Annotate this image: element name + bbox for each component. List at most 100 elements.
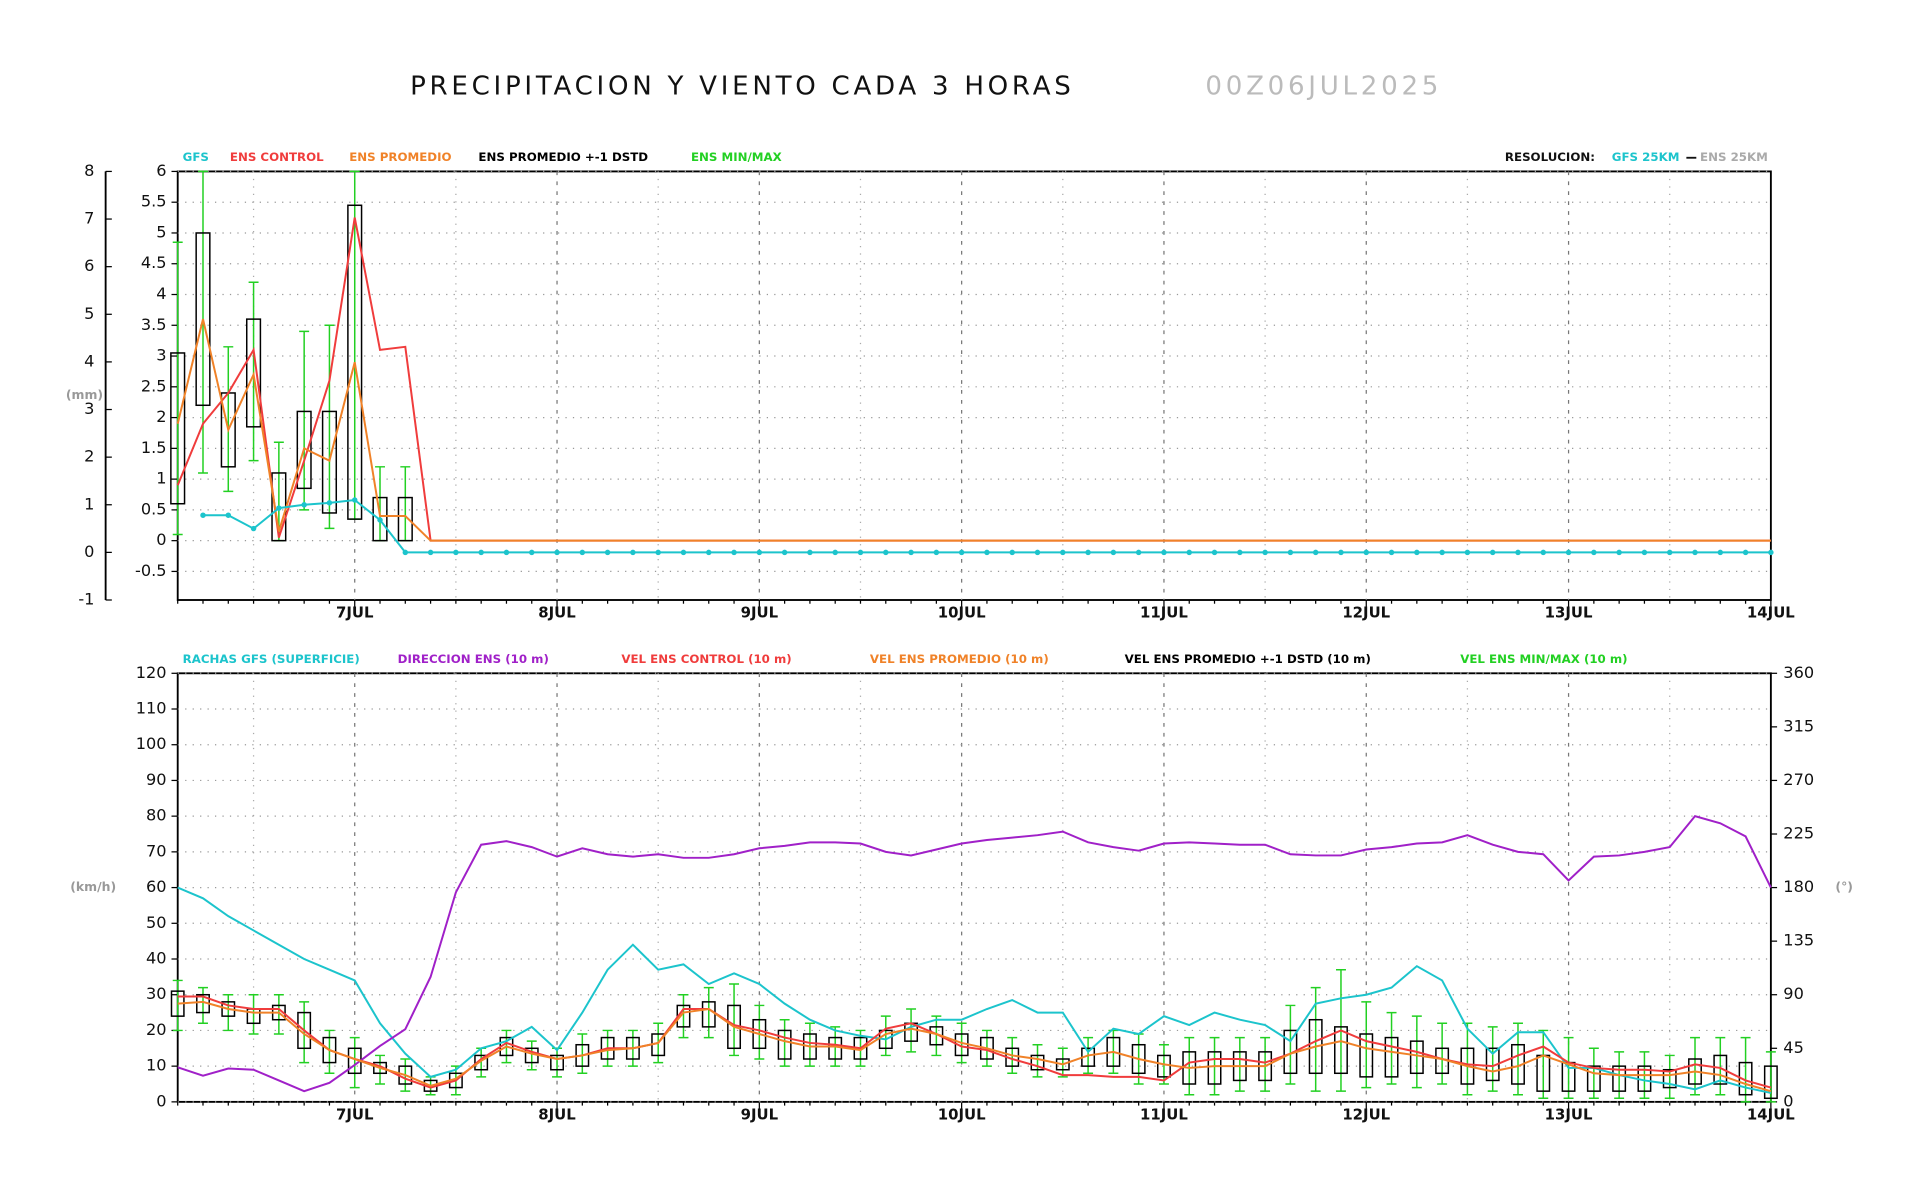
- std-box: [347, 204, 363, 520]
- series-dot: [554, 549, 560, 556]
- series-dot: [1110, 549, 1117, 556]
- std-box: [1030, 1054, 1045, 1071]
- y2-tick-label: 7: [84, 209, 94, 228]
- std-box: [1662, 1068, 1677, 1089]
- x-tick-label: 14JUL: [1747, 604, 1795, 622]
- series-dot: [351, 497, 358, 503]
- series-dot: [200, 512, 206, 518]
- legend-entry: VEL ENS MIN/MAX (10 m): [1460, 652, 1627, 666]
- series-dot: [604, 549, 611, 556]
- x-tick-label: 13JUL: [1545, 1106, 1593, 1124]
- min-max-whisker: [375, 1054, 385, 1085]
- series-dot: [680, 549, 687, 556]
- std-box: [1131, 1043, 1146, 1075]
- series-line: [177, 995, 1772, 1089]
- min-max-whisker: [1513, 1022, 1523, 1096]
- min-max-whisker: [400, 466, 411, 542]
- y-axis-label: (mm): [66, 387, 103, 402]
- series-dot: [1161, 549, 1167, 556]
- y-tick-label: 60: [146, 877, 167, 896]
- y2-tick-label: 180: [1783, 877, 1814, 896]
- series-dot: [807, 549, 813, 556]
- min-max-whisker: [729, 983, 740, 1057]
- series-dot: [402, 549, 409, 556]
- series-dot: [503, 549, 510, 556]
- std-box: [322, 1036, 337, 1064]
- std-box: [1207, 1051, 1222, 1085]
- series-dot: [301, 502, 307, 508]
- min-max-whisker: [1032, 1043, 1043, 1078]
- series-dot: [756, 549, 763, 556]
- y2-tick-label: 3: [84, 399, 94, 418]
- std-box: [1586, 1065, 1601, 1092]
- plot-frame: [176, 170, 1772, 601]
- y2-tick-label: 45: [1783, 1038, 1804, 1057]
- min-max-whisker: [223, 346, 234, 493]
- min-max-whisker: [1664, 1054, 1675, 1100]
- std-box: [297, 1011, 312, 1050]
- series-line: [176, 217, 1771, 542]
- series-dot: [984, 549, 990, 556]
- legend-entry: VEL ENS PROMEDIO +-1 DSTD (10 m): [1125, 652, 1371, 666]
- y-tick-label: 70: [146, 841, 167, 860]
- std-box: [1055, 1058, 1070, 1071]
- x-tick-label: 12JUL: [1342, 604, 1390, 622]
- min-max-whisker: [1057, 1047, 1068, 1078]
- series-dot: [857, 549, 864, 556]
- y2-tick-label: 0: [1783, 1091, 1793, 1110]
- series-dot: [478, 549, 484, 556]
- std-box: [195, 232, 211, 407]
- y-tick-label: 10: [146, 1056, 167, 1075]
- series-dot: [630, 549, 636, 556]
- min-max-whisker: [172, 979, 183, 1032]
- x-tick-label: 11JUL: [1140, 1106, 1188, 1124]
- y-tick-label: 80: [146, 806, 167, 825]
- series-dot: [1135, 549, 1142, 556]
- y-tick-label: 40: [146, 949, 167, 968]
- std-box: [752, 1018, 767, 1050]
- series-dot: [1009, 549, 1015, 556]
- std-box: [474, 1054, 489, 1071]
- x-tick-label: 12JUL: [1342, 1106, 1390, 1124]
- y-axis-label: (km/h): [70, 879, 116, 894]
- min-max-whisker: [1260, 1036, 1271, 1092]
- series-line: [177, 886, 1772, 1094]
- y2-axis-label: (°): [1835, 879, 1853, 894]
- series-dot: [377, 517, 383, 523]
- y-tick-label: 0: [156, 530, 166, 549]
- x-tick-label: 7JUL: [336, 604, 374, 622]
- min-max-whisker: [1715, 1036, 1726, 1096]
- min-max-whisker: [906, 1008, 917, 1053]
- y-tick-label: 5.5: [141, 192, 167, 211]
- series-dot: [1338, 549, 1344, 556]
- min-max-whisker: [1765, 1051, 1776, 1103]
- series-dot: [1717, 549, 1724, 556]
- min-max-whisker: [1361, 1001, 1372, 1089]
- series-dot: [1237, 549, 1243, 556]
- y2-tick-label: 2: [84, 447, 94, 466]
- series-dot: [1666, 549, 1673, 556]
- std-box: [777, 1029, 792, 1060]
- std-box: [1738, 1061, 1753, 1096]
- run-date: 00Z06JUL2025: [1205, 71, 1442, 101]
- y2-tick-label: -1: [78, 590, 94, 609]
- min-max-whisker: [552, 1047, 563, 1078]
- series-line: [177, 1000, 1772, 1093]
- series-line: [202, 498, 1771, 554]
- series-dot: [933, 549, 940, 556]
- min-max-whisker: [1538, 1029, 1549, 1100]
- series-dot: [1312, 549, 1319, 556]
- std-box: [296, 410, 312, 490]
- resolution-ens: ENS 25KM: [1700, 150, 1768, 164]
- min-max-whisker: [223, 993, 234, 1032]
- series-line: [177, 815, 1772, 1093]
- min-max-whisker: [754, 1004, 765, 1060]
- min-max-whisker: [299, 330, 310, 511]
- series-dot: [1641, 549, 1648, 556]
- y-tick-label: 120: [136, 663, 167, 682]
- y-tick-label: 0.5: [141, 499, 167, 518]
- x-tick-label: 10JUL: [938, 604, 986, 622]
- y2-tick-label: 135: [1783, 931, 1814, 950]
